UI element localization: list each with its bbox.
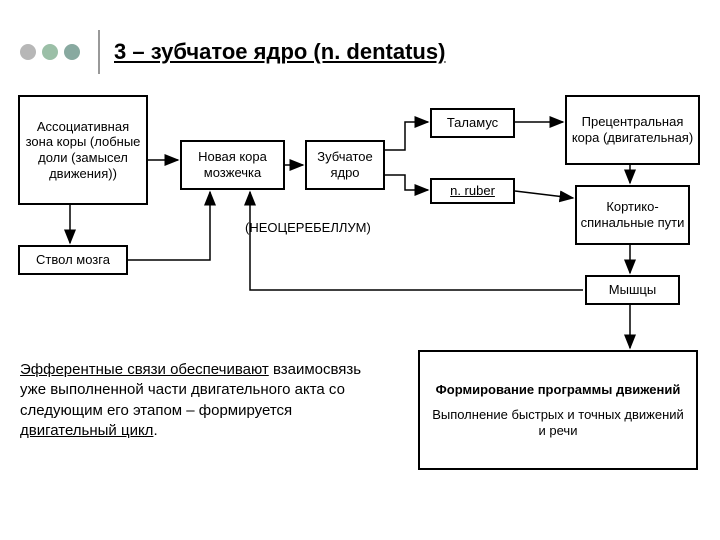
node-thalamus: Таламус	[430, 108, 515, 138]
description-text: Эфферентные связи обеспечивают взаимосвя…	[20, 360, 370, 441]
node-new-cortex: Новая кора мозжечка	[180, 140, 285, 190]
dot-icon	[20, 44, 36, 60]
node-brainstem: Ствол мозга	[18, 245, 128, 275]
page-title: 3 – зубчатое ядро (n. dentatus)	[114, 39, 445, 65]
node-label: Прецентральная кора (двигательная)	[569, 114, 696, 145]
node-n-ruber: n. ruber	[430, 178, 515, 204]
node-muscles: Мышцы	[585, 275, 680, 305]
node-label: Зубчатое ядро	[309, 149, 381, 180]
node-label: Кортико-спинальные пути	[579, 199, 686, 230]
node-label: Ассоциативная зона коры (лобные доли (за…	[22, 119, 144, 181]
node-dentate-nucleus: Зубчатое ядро	[305, 140, 385, 190]
node-precentral-cortex: Прецентральная кора (двигательная)	[565, 95, 700, 165]
text-underlined: Эфферентные связи обеспечивают	[20, 361, 269, 378]
node-label: Таламус	[447, 115, 498, 131]
node-label: Новая кора мозжечка	[184, 149, 281, 180]
decorative-dots	[20, 44, 80, 60]
text-plain: .	[153, 422, 157, 439]
node-corticospinal: Кортико-спинальные пути	[575, 185, 690, 245]
node-label: Мышцы	[609, 282, 656, 298]
node-associative-cortex: Ассоциативная зона коры (лобные доли (за…	[18, 95, 148, 205]
dot-icon	[42, 44, 58, 60]
node-label: n. ruber	[450, 183, 495, 199]
node-text-line: Выполнение быстрых и точных движений и р…	[428, 407, 688, 438]
header: 3 – зубчатое ядро (n. dentatus)	[20, 30, 445, 74]
node-label: Ствол мозга	[36, 252, 110, 268]
dot-icon	[64, 44, 80, 60]
text-underlined: двигательный цикл	[20, 422, 153, 439]
node-formation: Формирование программы движений Выполнен…	[418, 350, 698, 470]
neocerebellum-label: (НЕОЦЕРЕБЕЛЛУМ)	[245, 220, 371, 235]
vertical-divider	[98, 30, 100, 74]
node-text-line: Формирование программы движений	[436, 382, 681, 398]
